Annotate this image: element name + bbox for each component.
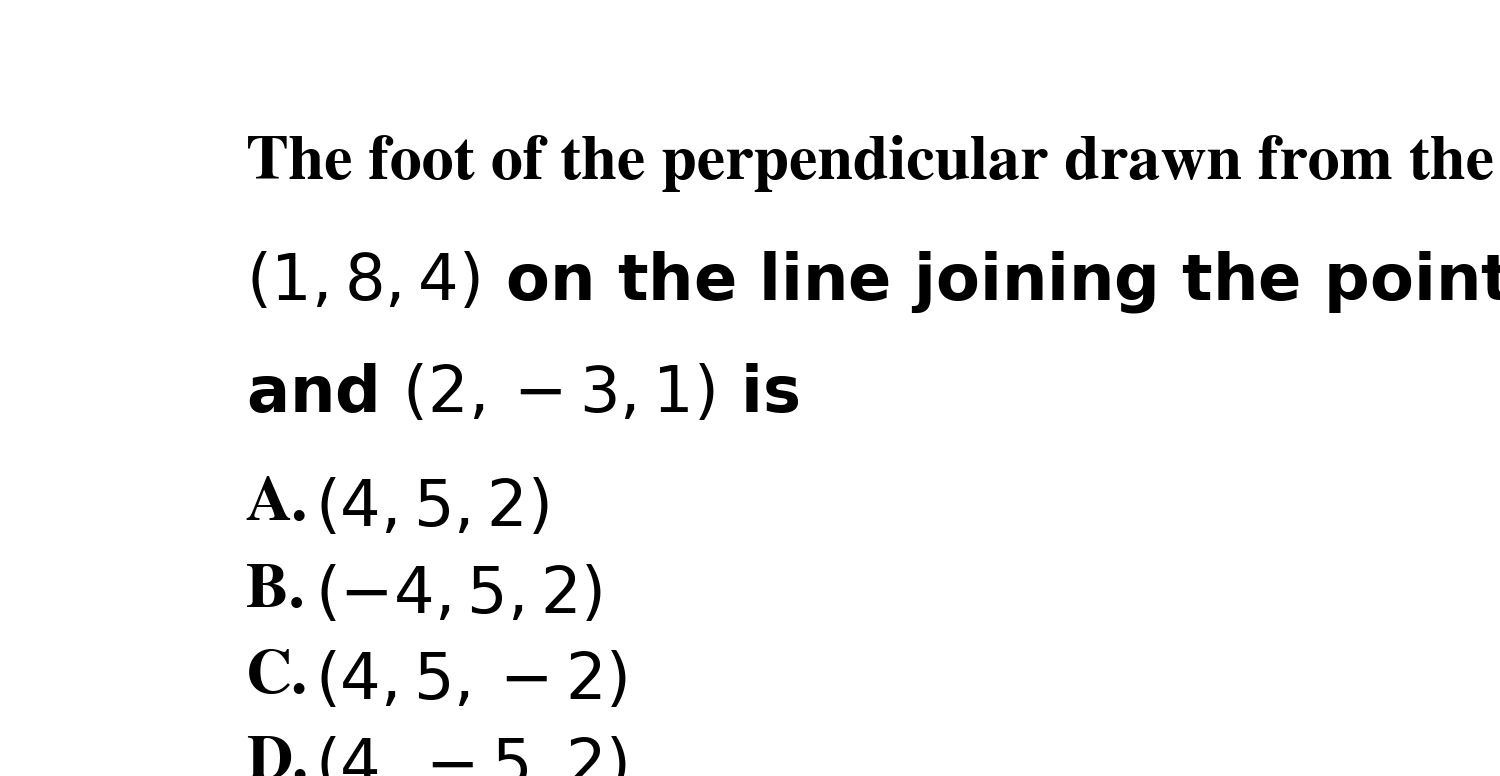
Text: D.: D. (246, 736, 308, 776)
Text: and $(2, -3, 1)$ is: and $(2, -3, 1)$ is (246, 363, 800, 425)
Text: B.: B. (246, 563, 304, 619)
Text: $(-4, 5, 2)$: $(-4, 5, 2)$ (315, 563, 603, 625)
Text: C.: C. (246, 650, 308, 706)
Text: A.: A. (246, 477, 308, 533)
Text: $(4, -5, 2)$: $(4, -5, 2)$ (315, 736, 627, 776)
Text: $(4, 5, 2)$: $(4, 5, 2)$ (315, 477, 549, 539)
Text: $(4, 5, -2)$: $(4, 5, -2)$ (315, 650, 627, 712)
Text: $(1, 8, 4)$ on the line joining the points $(0, -11, 4)$: $(1, 8, 4)$ on the line joining the poin… (246, 249, 1500, 315)
Text: The foot of the perpendicular drawn from the point: The foot of the perpendicular drawn from… (246, 136, 1500, 192)
